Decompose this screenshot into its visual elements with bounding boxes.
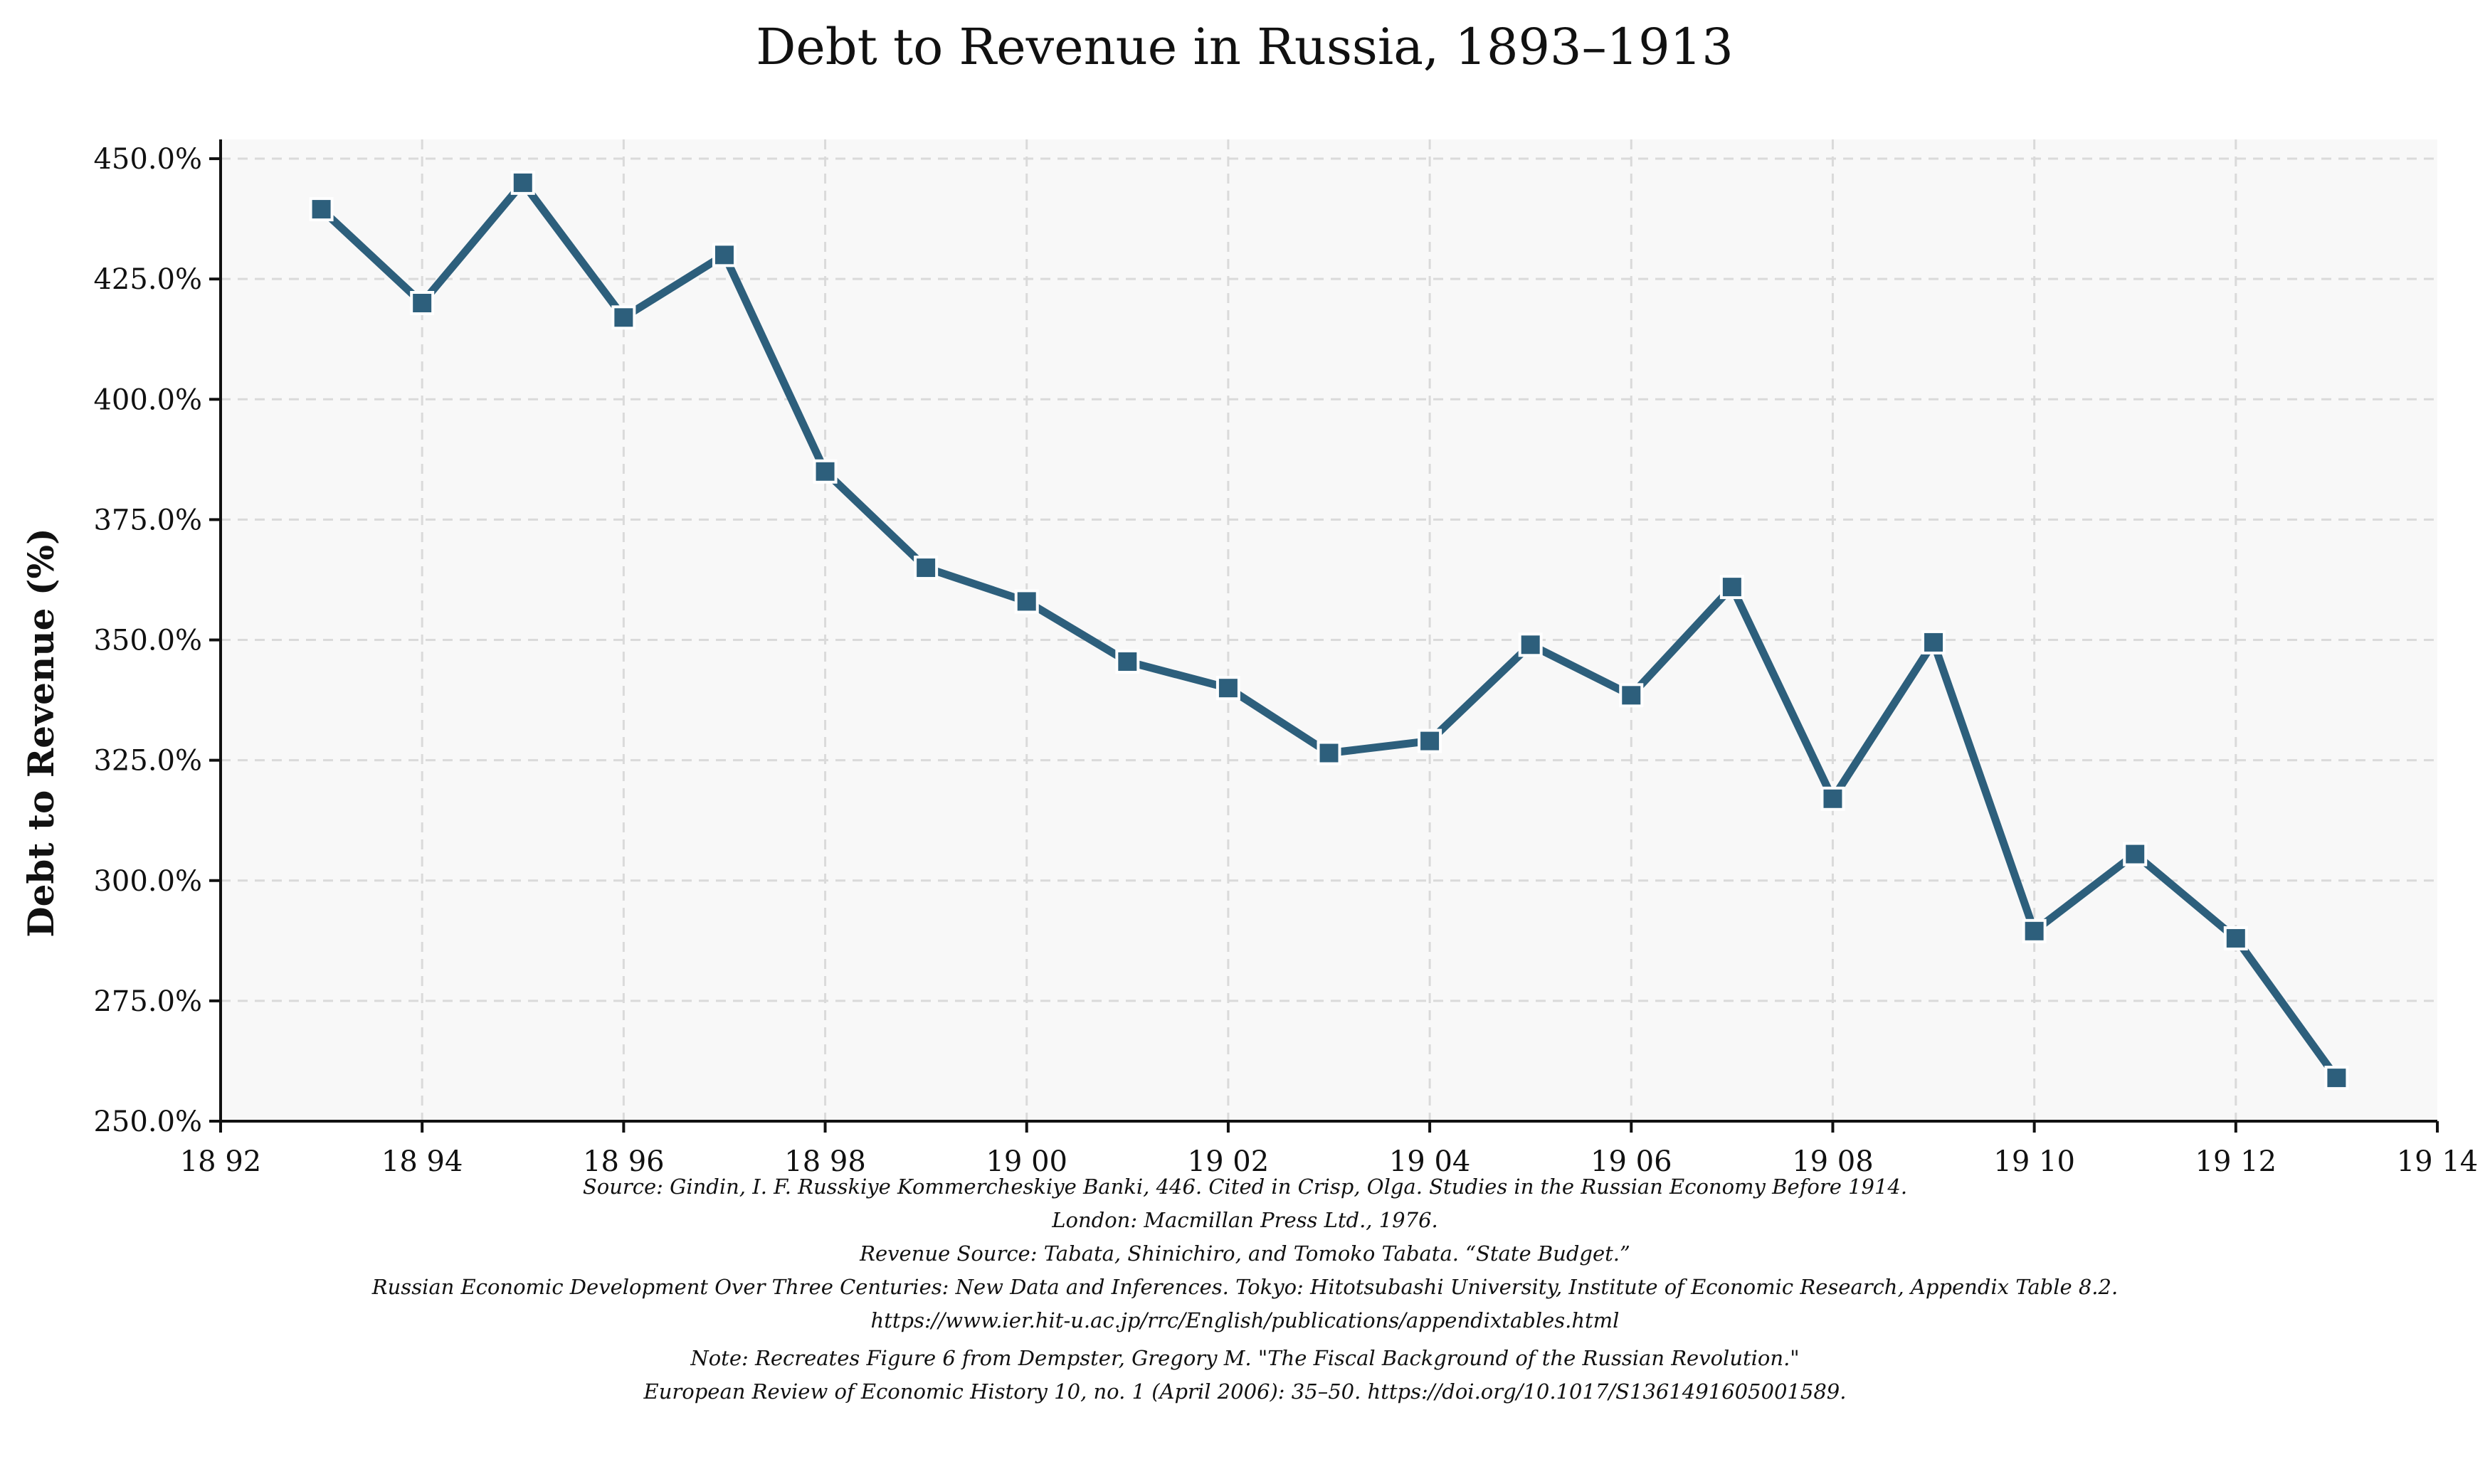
data-point bbox=[2324, 1066, 2349, 1091]
x-tick-label: 19 04 bbox=[1389, 1145, 1471, 1178]
data-point bbox=[2223, 926, 2248, 950]
chart-title: Debt to Revenue in Russia, 1893–1913 bbox=[756, 18, 1733, 76]
source-note-6: Note: Recreates Figure 6 from Dempster, … bbox=[690, 1346, 1800, 1370]
source-note-1: Source: Gindin, I. F. Russkiye Kommerche… bbox=[582, 1175, 1908, 1199]
x-tick-label: 18 94 bbox=[381, 1145, 463, 1178]
data-point bbox=[2022, 918, 2047, 943]
x-tick-label: 18 92 bbox=[180, 1145, 262, 1178]
data-point bbox=[1215, 676, 1240, 701]
data-point bbox=[712, 243, 737, 267]
data-point bbox=[1921, 630, 1946, 654]
data-point bbox=[1115, 649, 1140, 674]
source-note-3: Revenue Source: Tabata, Shinichiro, and … bbox=[860, 1241, 1630, 1266]
y-tick-label: 325.0% bbox=[93, 745, 202, 778]
tick-labels: 18 92 18 94 18 96 18 98 19 00 19 02 19 04 19 06… bbox=[93, 143, 2478, 1178]
x-tick-label: 19 06 bbox=[1590, 1145, 1672, 1178]
data-point bbox=[813, 459, 838, 484]
data-point bbox=[914, 556, 939, 581]
y-tick-label: 375.0% bbox=[93, 504, 202, 536]
x-tick-label: 19 08 bbox=[1792, 1145, 1874, 1178]
data-point bbox=[611, 305, 636, 330]
y-tick-label: 250.0% bbox=[93, 1106, 202, 1138]
source-note-7: European Review of Economic History 10, … bbox=[643, 1379, 1847, 1404]
y-tick-label: 450.0% bbox=[93, 143, 202, 176]
data-point bbox=[1014, 589, 1039, 614]
data-point bbox=[2123, 842, 2148, 866]
data-point bbox=[1619, 683, 1644, 708]
x-tick-label: 18 96 bbox=[583, 1145, 665, 1178]
y-tick-label: 275.0% bbox=[93, 985, 202, 1018]
y-tick-label: 400.0% bbox=[93, 383, 202, 416]
x-tick-label: 19 14 bbox=[2397, 1145, 2479, 1178]
plot-background bbox=[221, 139, 2437, 1121]
x-tick-label: 19 10 bbox=[1993, 1145, 2075, 1178]
y-tick-label: 300.0% bbox=[93, 865, 202, 898]
data-point bbox=[1418, 728, 1442, 753]
y-axis-label: Debt to Revenue (%) bbox=[20, 528, 62, 937]
x-tick-label: 19 02 bbox=[1188, 1145, 1270, 1178]
source-note-5: https://www.ier.hit-u.ac.jp/rrc/English/… bbox=[870, 1308, 1620, 1332]
data-point bbox=[1317, 741, 1341, 765]
source-note-2: London: Macmillan Press Ltd., 1976. bbox=[1052, 1208, 1438, 1232]
data-point bbox=[1518, 632, 1543, 657]
data-point bbox=[1820, 786, 1845, 811]
y-tick-label: 350.0% bbox=[93, 625, 202, 657]
data-point bbox=[410, 291, 435, 315]
series bbox=[309, 170, 2349, 1091]
grid bbox=[221, 139, 2437, 1121]
x-tick-label: 19 12 bbox=[2195, 1145, 2277, 1178]
source-note-4: Russian Economic Development Over Three … bbox=[371, 1275, 2119, 1299]
axes bbox=[209, 139, 2439, 1133]
x-tick-label: 18 98 bbox=[784, 1145, 866, 1178]
x-tick-label: 19 00 bbox=[986, 1145, 1067, 1178]
y-tick-label: 425.0% bbox=[93, 263, 202, 296]
data-point bbox=[309, 197, 334, 222]
data-point bbox=[510, 170, 535, 195]
data-point bbox=[1719, 575, 1744, 600]
